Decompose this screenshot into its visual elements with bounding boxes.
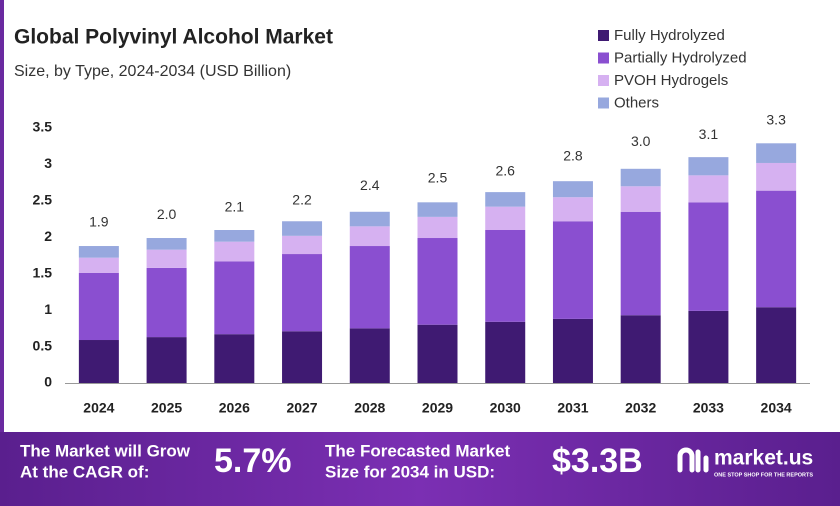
bar-segment xyxy=(78,257,119,273)
bar-segment xyxy=(756,143,797,163)
bar-segment xyxy=(282,221,323,236)
legend-label: Fully Hydrolyzed xyxy=(614,27,725,44)
y-tick-label: 0.5 xyxy=(33,337,53,353)
bar-segment xyxy=(282,254,323,332)
bar-segment xyxy=(349,246,390,329)
bar-segment xyxy=(78,340,119,383)
bar-segment xyxy=(552,221,593,319)
bar-segment xyxy=(146,267,187,338)
legend-label: Partially Hydrolyzed xyxy=(614,49,747,66)
x-tick-label: 2027 xyxy=(286,400,317,416)
bar-segment xyxy=(417,202,458,217)
chart-subtitle: Size, by Type, 2024-2034 (USD Billion) xyxy=(14,63,291,80)
bar-segment xyxy=(756,162,797,191)
bar-segment xyxy=(78,272,119,341)
bar-segment xyxy=(349,226,390,247)
bar-segment xyxy=(214,241,255,262)
y-tick-label: 1.5 xyxy=(33,264,53,280)
bar-segment xyxy=(552,197,593,222)
bar-segment xyxy=(417,216,458,239)
bar-segment xyxy=(485,192,526,207)
total-label: 2.6 xyxy=(495,162,515,178)
bar-segment xyxy=(485,230,526,322)
cagr-text: The Market will Grow xyxy=(20,441,191,460)
bar-segment xyxy=(282,235,323,255)
forecast-text: Size for 2034 in USD: xyxy=(325,462,495,481)
bar-segment xyxy=(78,246,119,258)
cagr-value: 5.7% xyxy=(214,442,292,480)
cagr-text: At the CAGR of: xyxy=(20,462,149,481)
legend-label: Others xyxy=(614,94,659,111)
chart-title: Global Polyvinyl Alcohol Market xyxy=(14,26,333,49)
x-tick-label: 2025 xyxy=(151,400,182,416)
forecast-text: The Forecasted Market xyxy=(325,441,511,460)
legend-label: PVOH Hydrogels xyxy=(614,72,728,89)
bar-segment xyxy=(620,168,661,187)
bar-segment xyxy=(417,324,458,383)
legend-swatch xyxy=(598,30,609,41)
bar-segment xyxy=(146,249,187,268)
bar-segment xyxy=(485,321,526,383)
tagline: ONE STOP SHOP FOR THE REPORTS xyxy=(714,472,813,478)
total-label: 2.0 xyxy=(157,206,177,222)
x-tick-label: 2033 xyxy=(693,400,724,416)
bar-segment xyxy=(620,211,661,316)
bar-segment xyxy=(552,181,593,198)
legend-swatch xyxy=(598,75,609,86)
bar-segment xyxy=(688,175,729,203)
x-tick-label: 2030 xyxy=(490,400,521,416)
total-label: 1.9 xyxy=(89,213,109,229)
frame-edge xyxy=(0,0,4,432)
y-tick-label: 1 xyxy=(44,301,52,317)
total-label: 2.4 xyxy=(360,177,380,193)
bar-segment xyxy=(146,238,187,250)
legend-swatch xyxy=(598,52,609,64)
total-label: 3.0 xyxy=(631,133,651,149)
brand-logo xyxy=(677,447,709,473)
total-label: 2.2 xyxy=(292,191,312,207)
bar-segment xyxy=(620,315,661,383)
bar-segment xyxy=(552,318,593,383)
bar-segment xyxy=(214,230,255,242)
total-label: 2.8 xyxy=(563,148,583,164)
x-tick-label: 2032 xyxy=(625,400,656,416)
x-tick-label: 2024 xyxy=(83,400,114,416)
bar-segment xyxy=(688,157,729,176)
total-label: 2.5 xyxy=(428,170,448,186)
forecast-value: $3.3B xyxy=(552,442,643,480)
bar-segment xyxy=(417,238,458,325)
y-tick-label: 0 xyxy=(44,374,52,390)
x-tick-label: 2028 xyxy=(354,400,385,416)
brand: market.us xyxy=(714,447,813,470)
bar-segment xyxy=(485,206,526,230)
y-tick-label: 3.5 xyxy=(33,119,53,135)
x-tick-label: 2034 xyxy=(761,400,792,416)
bar-segment xyxy=(688,310,729,383)
total-label: 3.1 xyxy=(699,126,719,142)
bar-segment xyxy=(349,211,390,227)
x-tick-label: 2031 xyxy=(557,400,588,416)
total-label: 3.3 xyxy=(766,111,786,127)
bar-segment xyxy=(349,328,390,383)
total-label: 2.1 xyxy=(225,199,245,215)
bar-segment xyxy=(146,337,187,383)
x-tick-label: 2029 xyxy=(422,400,453,416)
y-tick-label: 3 xyxy=(44,155,52,171)
legend-swatch xyxy=(598,97,609,109)
bar-segment xyxy=(756,190,797,308)
bar-segment xyxy=(620,186,661,212)
y-tick-label: 2 xyxy=(44,228,52,244)
bar-segment xyxy=(282,331,323,383)
y-tick-label: 2.5 xyxy=(33,192,53,208)
bar-segment xyxy=(214,334,255,383)
bar-segment xyxy=(688,202,729,311)
x-tick-label: 2026 xyxy=(219,400,250,416)
bar-segment xyxy=(756,307,797,383)
bar-segment xyxy=(214,261,255,335)
